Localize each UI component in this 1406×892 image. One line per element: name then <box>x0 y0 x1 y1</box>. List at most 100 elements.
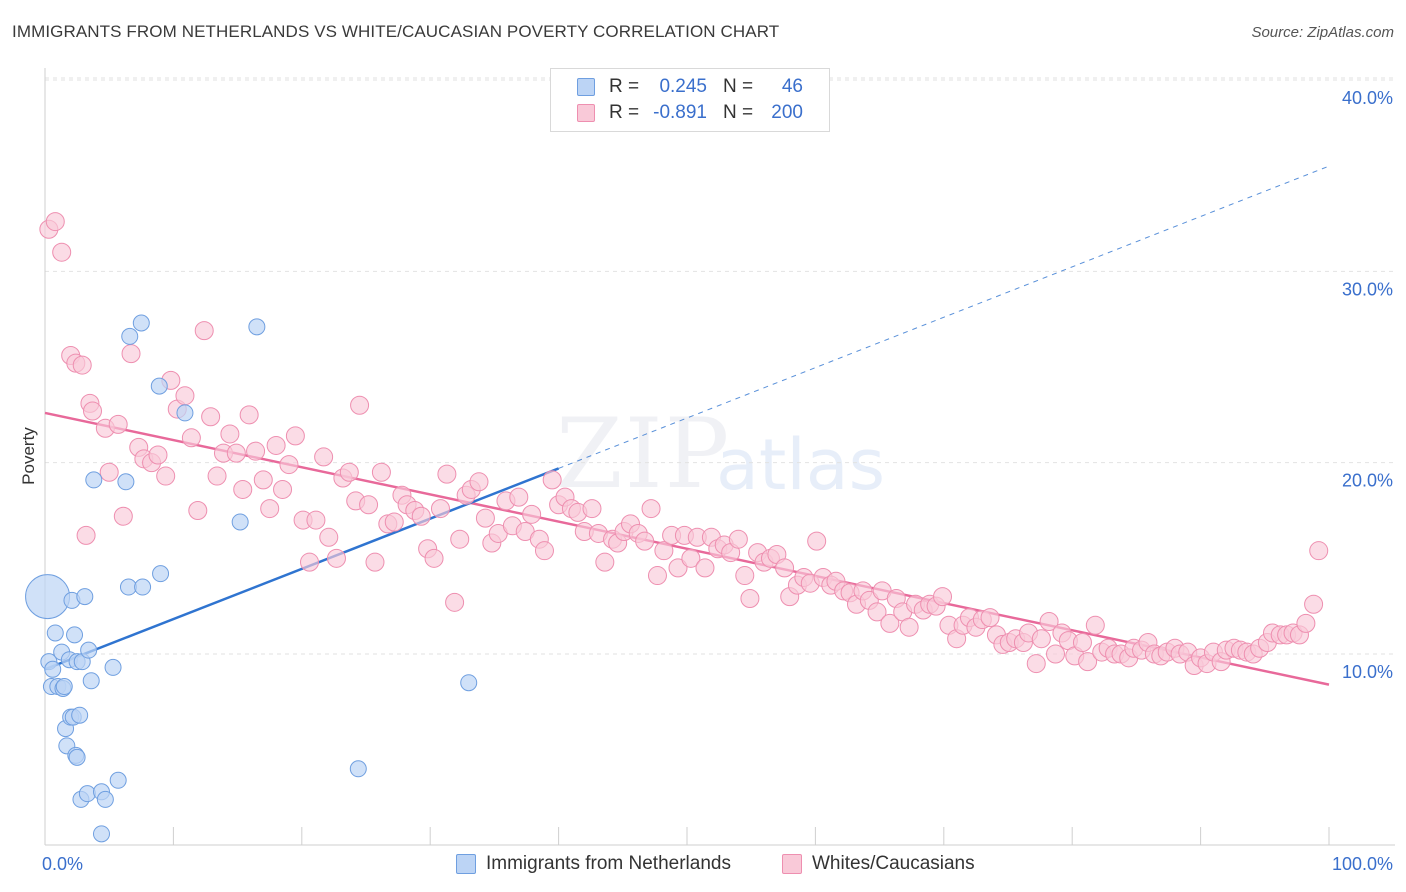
chart-legend: Immigrants from Netherlands Whites/Cauca… <box>0 852 1406 876</box>
point-caucasians <box>980 608 1000 628</box>
point-netherlands <box>44 660 62 678</box>
point-caucasians <box>469 472 489 492</box>
point-caucasians <box>72 355 92 375</box>
point-caucasians <box>1296 613 1316 633</box>
point-caucasians <box>339 462 359 482</box>
point-caucasians <box>45 212 65 232</box>
point-caucasians <box>365 552 385 572</box>
point-caucasians <box>1304 594 1324 614</box>
point-caucasians <box>226 443 246 463</box>
point-caucasians <box>1309 541 1329 561</box>
point-caucasians <box>411 506 431 526</box>
watermark-zip: ZIP <box>556 398 732 510</box>
point-caucasians <box>728 529 748 549</box>
legend-swatch-netherlands <box>456 854 476 874</box>
point-caucasians <box>76 525 96 545</box>
point-caucasians <box>635 531 655 551</box>
point-netherlands <box>46 624 64 642</box>
point-caucasians <box>326 548 346 568</box>
point-caucasians <box>437 464 457 484</box>
point-netherlands <box>82 672 100 690</box>
point-caucasians <box>384 512 404 532</box>
point-caucasians <box>1026 654 1046 674</box>
point-caucasians <box>220 424 240 444</box>
point-netherlands <box>78 785 96 803</box>
point-netherlands <box>150 377 168 395</box>
point-caucasians <box>430 499 450 519</box>
stats-n-value: 46 <box>781 76 803 97</box>
legend-label-caucasians: Whites/Caucasians <box>812 853 975 874</box>
point-caucasians <box>233 479 253 499</box>
point-caucasians <box>113 506 133 526</box>
point-caucasians <box>279 455 299 475</box>
point-caucasians <box>735 566 755 586</box>
point-caucasians <box>52 242 72 262</box>
point-caucasians <box>534 541 554 561</box>
point-netherlands <box>71 706 89 724</box>
legend-swatch-caucasians <box>782 854 802 874</box>
point-caucasians <box>121 344 141 364</box>
point-caucasians <box>253 470 273 490</box>
point-caucasians <box>260 499 280 519</box>
point-netherlands <box>349 760 367 778</box>
stats-n-value: 200 <box>771 102 803 123</box>
legend-label-netherlands: Immigrants from Netherlands <box>486 853 731 874</box>
point-netherlands <box>119 578 137 596</box>
chart-source: Source: ZipAtlas.com <box>1251 24 1394 41</box>
y-tick-label: 30.0% <box>1342 279 1393 299</box>
point-caucasians <box>641 499 661 519</box>
y-tick-label: 40.0% <box>1342 88 1393 108</box>
point-netherlands <box>460 674 478 692</box>
y-axis-label: Poverty <box>19 427 38 485</box>
point-caucasians <box>582 499 602 519</box>
point-caucasians <box>359 495 379 515</box>
point-caucasians <box>207 466 227 486</box>
point-netherlands <box>132 314 150 332</box>
point-caucasians <box>181 428 201 448</box>
point-caucasians <box>775 558 795 578</box>
point-netherlands <box>176 404 194 422</box>
trend-line-netherlands-extension <box>558 165 1330 469</box>
point-caucasians <box>867 602 887 622</box>
point-caucasians <box>740 589 760 609</box>
stats-r-label: R = <box>609 76 640 97</box>
point-netherlands <box>55 678 73 696</box>
point-caucasians <box>188 501 208 520</box>
trend-lines <box>44 165 1330 686</box>
stats-r-value: 0.245 <box>659 76 707 97</box>
stats-swatch-netherlands <box>577 78 595 96</box>
point-caucasians <box>522 504 542 524</box>
point-caucasians <box>1031 629 1051 649</box>
point-caucasians <box>542 470 562 490</box>
point-caucasians <box>475 508 495 528</box>
point-caucasians <box>509 487 529 507</box>
point-caucasians <box>175 386 195 406</box>
point-caucasians <box>1072 633 1092 653</box>
point-caucasians <box>1085 615 1105 635</box>
point-caucasians <box>371 462 391 482</box>
point-caucasians <box>239 405 259 425</box>
point-caucasians <box>314 447 334 467</box>
point-caucasians <box>681 548 701 568</box>
point-netherlands <box>80 641 98 659</box>
axis-labels: 10.0% 20.0% 30.0% 40.0% 0.0% 100.0% Poverty <box>19 88 1393 874</box>
x-tick-label: 0.0% <box>42 854 83 874</box>
point-caucasians <box>306 510 326 530</box>
point-caucasians <box>273 479 293 499</box>
data-points <box>25 212 1329 843</box>
stats-legend: R = 0.245 N = 46 R = -0.891 N = 200 <box>550 68 830 132</box>
point-netherlands <box>92 825 110 843</box>
point-caucasians <box>445 592 465 612</box>
stats-row-netherlands: R = 0.245 N = 46 <box>551 74 829 100</box>
point-caucasians <box>148 445 168 465</box>
x-tick-label: 100.0% <box>1332 854 1393 874</box>
grid-lines <box>45 77 1395 655</box>
point-netherlands <box>117 473 135 491</box>
point-caucasians <box>319 527 339 547</box>
point-caucasians <box>424 548 444 568</box>
point-caucasians <box>1078 652 1098 672</box>
point-caucasians <box>647 566 667 586</box>
point-netherlands <box>121 327 139 345</box>
stats-n-label: N = <box>723 76 754 97</box>
stats-r-value: -0.891 <box>653 102 707 123</box>
